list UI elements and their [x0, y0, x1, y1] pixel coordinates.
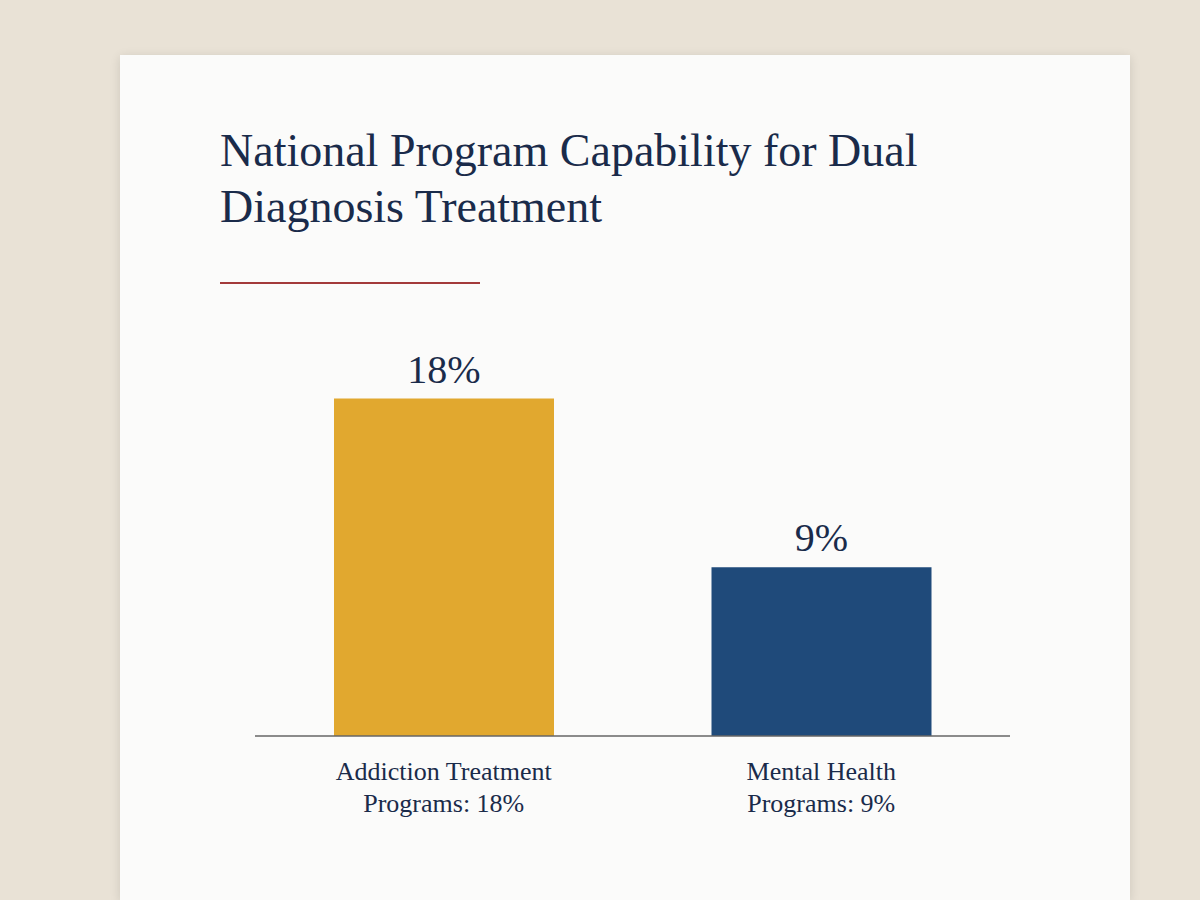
svg-text:Addiction TreatmentPrograms: 1: Addiction TreatmentPrograms: 18% [336, 757, 553, 818]
svg-text:9%: 9% [795, 515, 848, 560]
svg-text:18%: 18% [407, 347, 480, 392]
html-text:National Program Capability fo: National Program Capability for Dual Dia… [220, 125, 918, 232]
svg-text:Mental HealthPrograms: 9%: Mental HealthPrograms: 9% [747, 757, 896, 818]
